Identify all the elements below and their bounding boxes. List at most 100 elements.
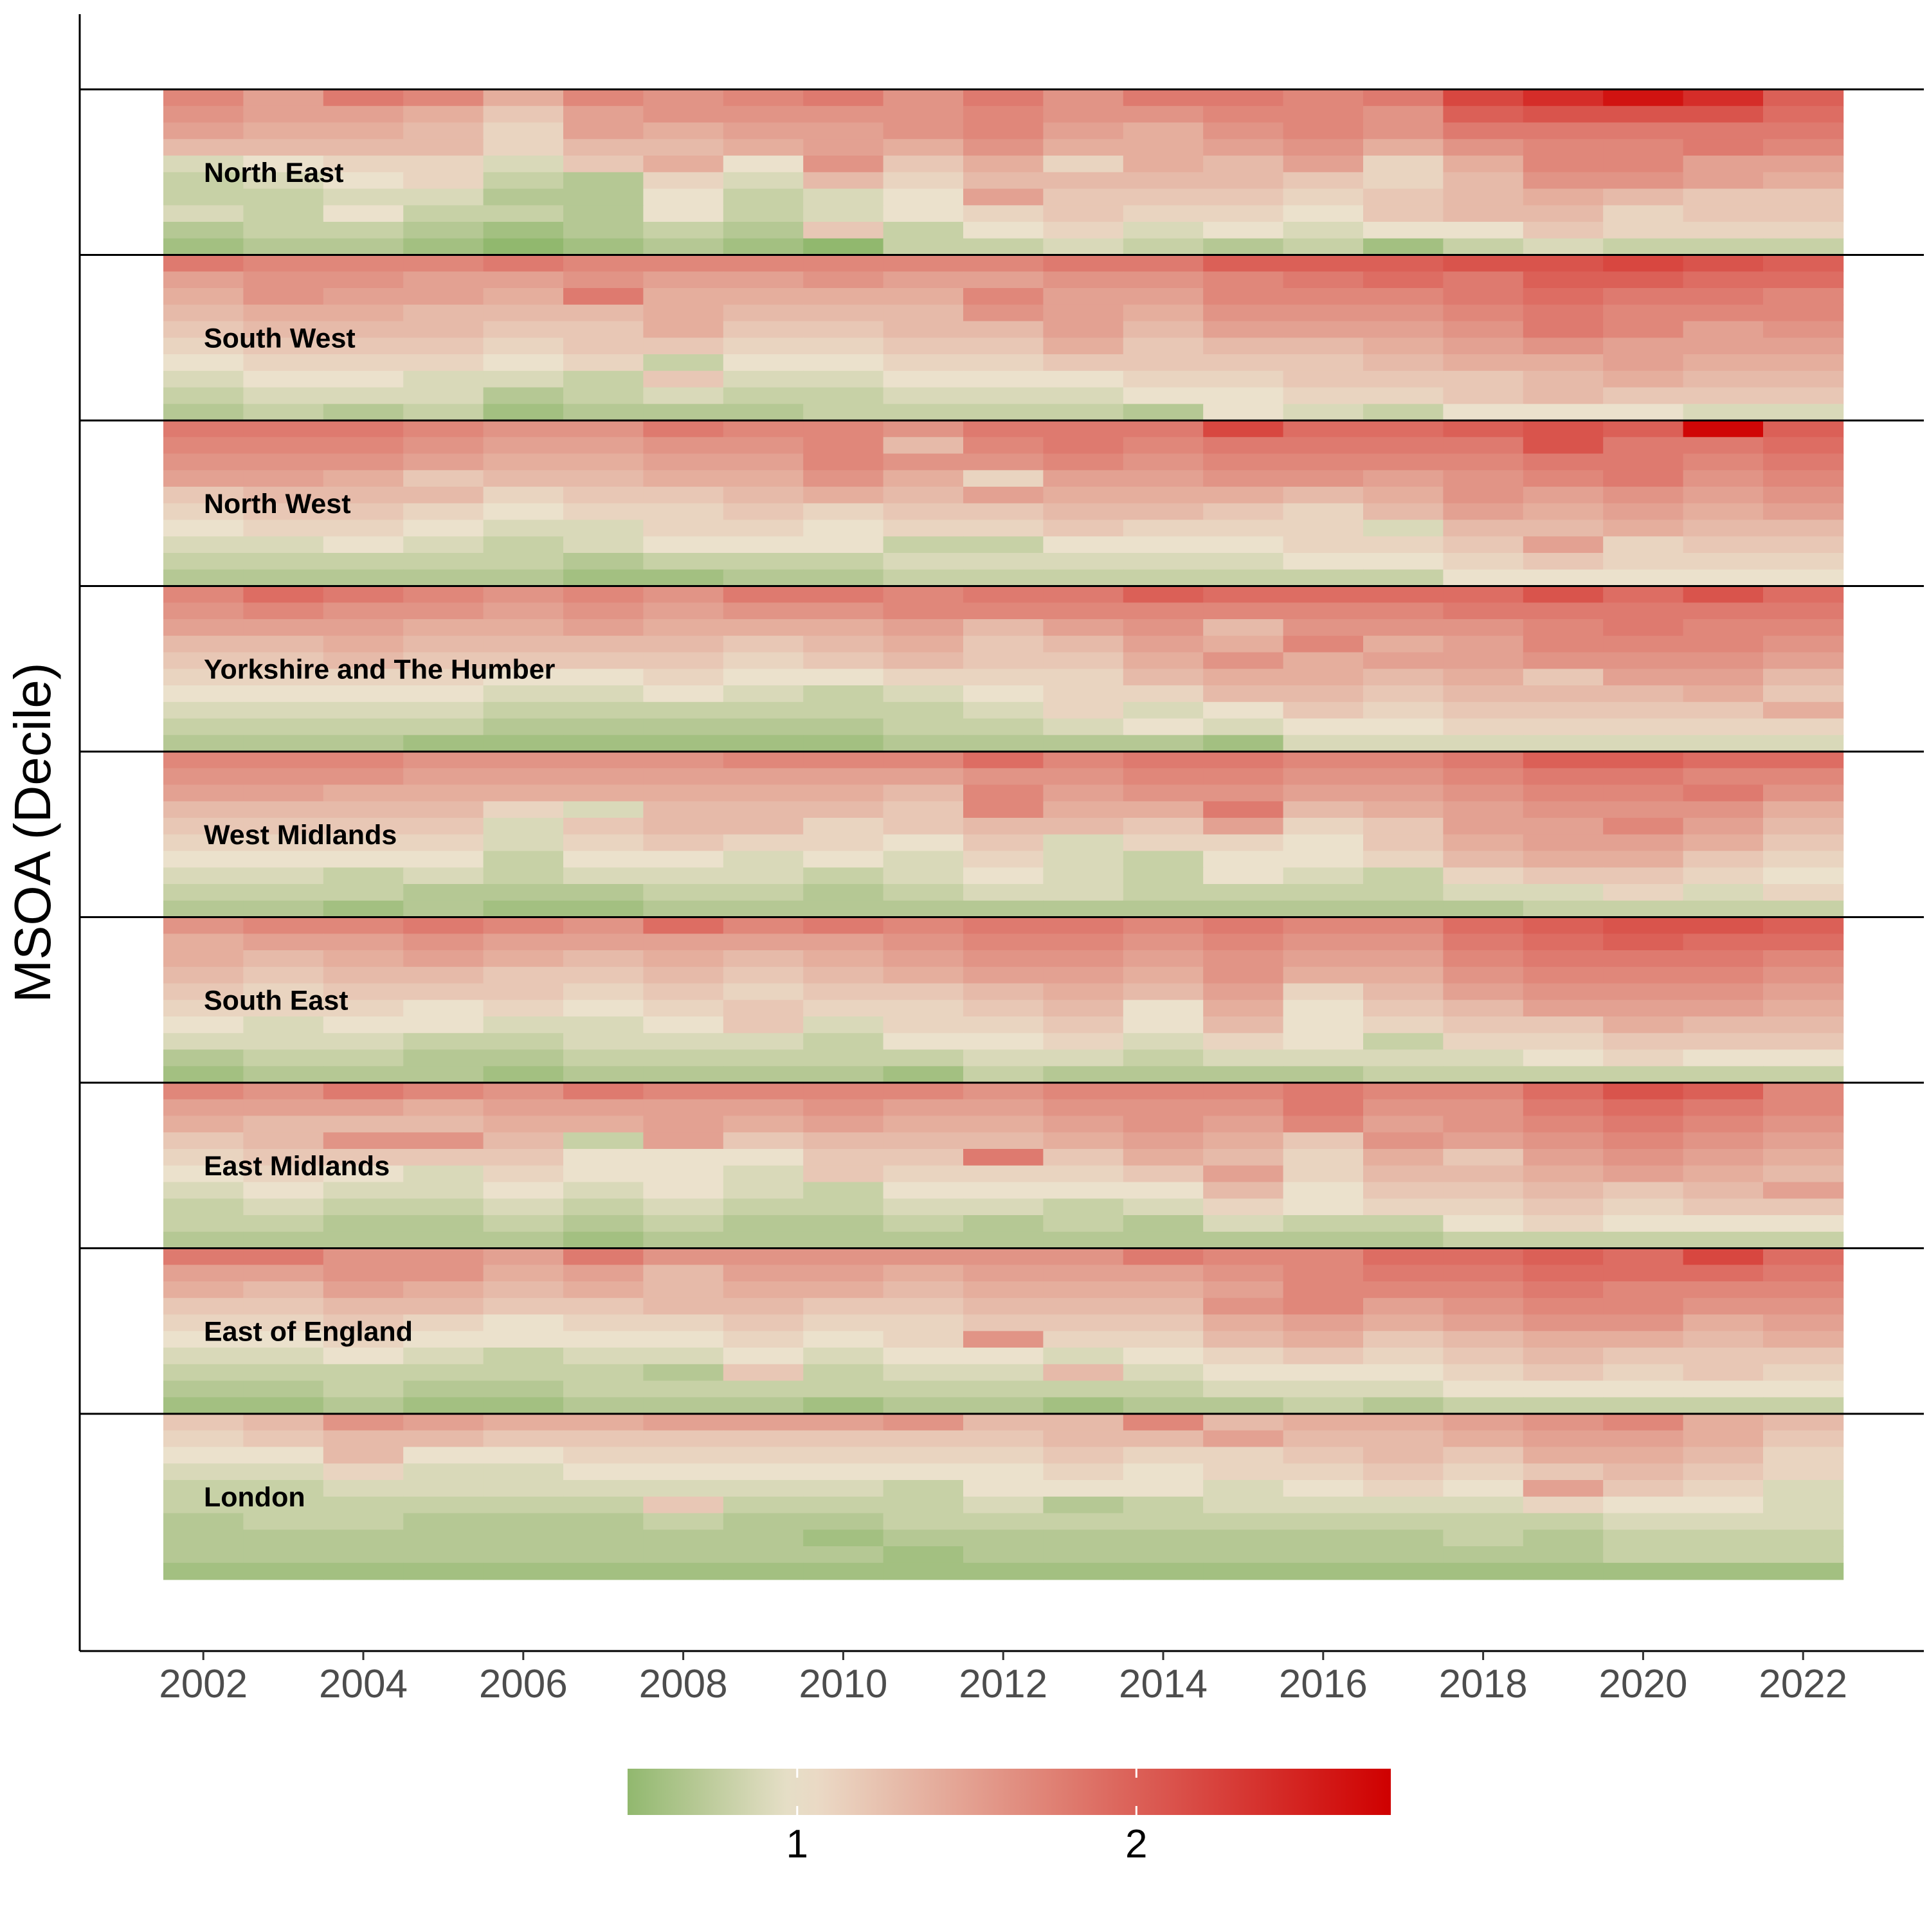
heatmap-cell xyxy=(1523,156,1604,173)
heatmap-cell xyxy=(403,966,484,984)
heatmap-cell xyxy=(1203,801,1284,818)
heatmap-cell xyxy=(1763,1165,1844,1183)
heatmap-cell xyxy=(1523,470,1604,487)
heatmap-cell xyxy=(163,1397,244,1414)
heatmap-cell xyxy=(963,271,1044,289)
heatmap-cell xyxy=(1523,188,1604,206)
heatmap-cell xyxy=(1523,1115,1604,1133)
heatmap-cell xyxy=(1603,1016,1684,1034)
heatmap-cell xyxy=(1283,188,1364,206)
heatmap-cell xyxy=(803,1513,884,1531)
heatmap-cell xyxy=(1363,1248,1444,1266)
heatmap-cell xyxy=(883,701,964,719)
heatmap-cell xyxy=(1523,950,1604,968)
heatmap-cell xyxy=(1603,735,1684,752)
heatmap-cell xyxy=(1043,1430,1124,1448)
heatmap-cell xyxy=(1683,1215,1764,1232)
heatmap-cell xyxy=(1123,1198,1204,1216)
heatmap-cell xyxy=(323,1049,404,1067)
heatmap-cell xyxy=(403,1447,484,1465)
heatmap-cell xyxy=(403,685,484,703)
heatmap-cell xyxy=(1043,1562,1124,1580)
heatmap-cell xyxy=(323,1248,404,1266)
heatmap-cell xyxy=(883,553,964,570)
heatmap-cell xyxy=(403,1562,484,1580)
heatmap-cell xyxy=(403,1231,484,1249)
heatmap-cell xyxy=(643,635,724,653)
heatmap-cell xyxy=(803,222,884,239)
heatmap-cell xyxy=(563,1265,644,1282)
heatmap-cell xyxy=(163,420,244,438)
heatmap-cell xyxy=(1123,867,1204,885)
heatmap-cell xyxy=(1603,89,1684,107)
heatmap-cell xyxy=(1523,1348,1604,1365)
heatmap-cell xyxy=(243,1165,324,1183)
heatmap-cell xyxy=(803,536,884,554)
heatmap-cell xyxy=(723,1562,804,1580)
heatmap-cell xyxy=(1123,801,1204,818)
heatmap-cell xyxy=(563,338,644,355)
heatmap-cell xyxy=(563,569,644,587)
heatmap-cell xyxy=(1523,1132,1604,1150)
heatmap-cell xyxy=(963,752,1044,769)
heatmap-cell xyxy=(963,1364,1044,1382)
heatmap-cell xyxy=(1603,519,1684,537)
heatmap-cell xyxy=(483,156,564,173)
heatmap-cell xyxy=(1203,304,1284,322)
heatmap-cell xyxy=(1043,1000,1124,1017)
heatmap-cell xyxy=(1683,1182,1764,1200)
heatmap-cell xyxy=(163,470,244,487)
heatmap-cell xyxy=(1683,304,1764,322)
heatmap-cell xyxy=(643,437,724,455)
heatmap-cell xyxy=(243,470,324,487)
heatmap-cell xyxy=(163,105,244,123)
heatmap-cell xyxy=(963,1149,1044,1166)
heatmap-cell xyxy=(1283,569,1364,587)
heatmap-cell xyxy=(883,1530,964,1547)
heatmap-cell xyxy=(1603,1248,1684,1266)
heatmap-cell xyxy=(403,1182,484,1200)
heatmap-cell xyxy=(1603,934,1684,951)
heatmap-cell xyxy=(483,801,564,818)
heatmap-cell xyxy=(1203,735,1284,752)
heatmap-cell xyxy=(643,917,724,935)
heatmap-cell xyxy=(803,503,884,521)
heatmap-cell xyxy=(1283,288,1364,305)
heatmap-cell xyxy=(1203,205,1284,222)
heatmap-cell xyxy=(1123,420,1204,438)
heatmap-cell xyxy=(1443,1132,1524,1150)
heatmap-cell xyxy=(1203,917,1284,935)
heatmap-cell xyxy=(883,884,964,901)
heatmap-cell xyxy=(723,1463,804,1481)
region-label: East of England xyxy=(204,1316,413,1347)
heatmap-cell xyxy=(483,950,564,968)
heatmap-cell xyxy=(1683,1033,1764,1051)
heatmap-cell xyxy=(323,156,404,173)
heatmap-cell xyxy=(1683,288,1764,305)
heatmap-cell xyxy=(563,1165,644,1183)
heatmap-cell xyxy=(1683,752,1764,769)
heatmap-cell xyxy=(243,89,324,107)
heatmap-cell xyxy=(1763,304,1844,322)
heatmap-cell xyxy=(1043,1480,1124,1497)
heatmap-cell xyxy=(1363,1132,1444,1150)
heatmap-cell xyxy=(1683,1530,1764,1547)
heatmap-cell xyxy=(1123,188,1204,206)
heatmap-cell xyxy=(323,1033,404,1051)
heatmap-cell xyxy=(163,1546,244,1564)
heatmap-cell xyxy=(1363,1215,1444,1232)
heatmap-cell xyxy=(563,1000,644,1017)
heatmap-cell xyxy=(1443,1033,1524,1051)
heatmap-cell xyxy=(1523,1496,1604,1514)
heatmap-cell xyxy=(643,669,724,686)
heatmap-cell xyxy=(963,1000,1044,1017)
heatmap-cell xyxy=(403,619,484,636)
heatmap-cell xyxy=(563,139,644,156)
heatmap-cell xyxy=(963,735,1044,752)
heatmap-cell xyxy=(723,818,804,835)
heatmap-cell xyxy=(1363,1000,1444,1017)
heatmap-cell xyxy=(323,288,404,305)
heatmap-cell xyxy=(1523,89,1604,107)
heatmap-cell xyxy=(163,1149,244,1166)
heatmap-cell xyxy=(1763,288,1844,305)
